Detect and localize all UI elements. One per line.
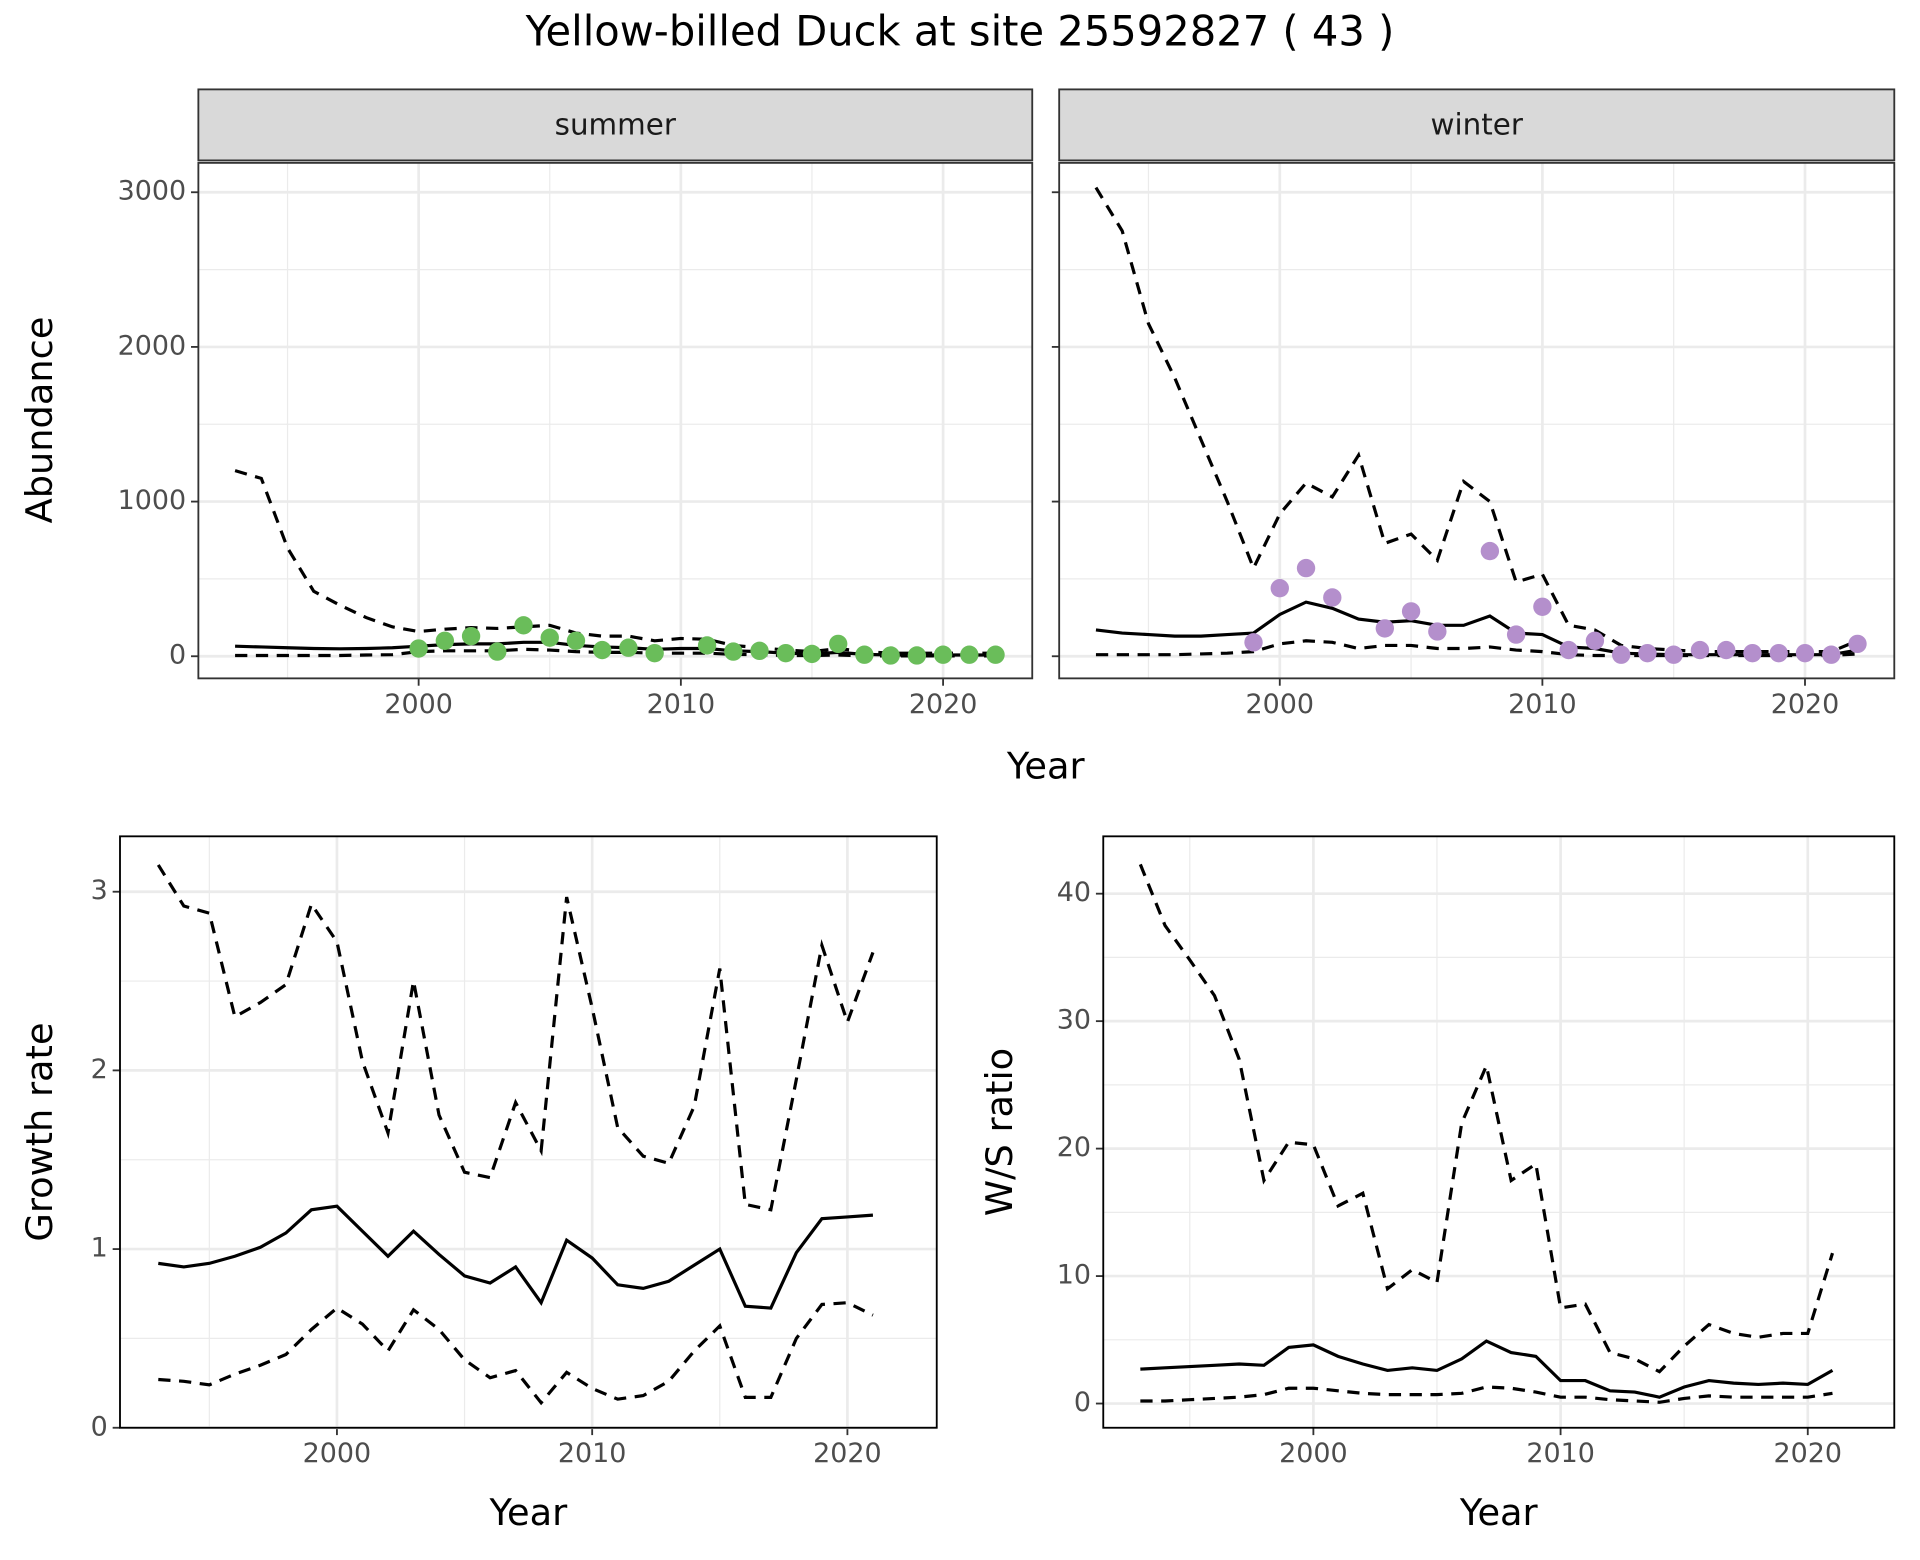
strip <box>197 88 1034 162</box>
y-tick-label: 3000 <box>118 176 187 207</box>
x-tick-label: 2000 <box>1246 689 1315 720</box>
strip-label: summer <box>555 108 677 142</box>
x-tick-label: 2000 <box>1279 1438 1348 1469</box>
observation-point <box>1244 633 1263 652</box>
observation-point <box>881 646 900 665</box>
series-line <box>1140 1339 1834 1399</box>
x-tick-label: 2020 <box>1774 1438 1843 1469</box>
observation-point <box>593 640 612 660</box>
observation-point <box>1769 643 1788 663</box>
observation-point <box>960 645 979 664</box>
x-tick-label: 2010 <box>647 689 716 720</box>
observation-point <box>1717 640 1736 660</box>
observation-point <box>1533 597 1552 616</box>
strip-label: winter <box>1430 108 1523 142</box>
figure-title: Yellow-billed Duck at site 25592827 ( 43… <box>525 6 1395 55</box>
observation-point <box>1428 622 1447 641</box>
observation-point <box>1690 640 1710 660</box>
observation-point <box>1296 558 1316 578</box>
strip <box>1058 88 1896 162</box>
series-line <box>1095 639 1858 658</box>
x-tick-label: 2010 <box>1508 689 1577 720</box>
y-tick-label: 2 <box>91 1054 108 1085</box>
observation-point <box>802 644 822 664</box>
panel-border <box>1058 161 1896 680</box>
series-line <box>1140 1385 1833 1404</box>
observation-point <box>1664 645 1683 664</box>
x-axis-title: Year <box>1459 1491 1539 1534</box>
x-tick-label: 2010 <box>1526 1438 1595 1469</box>
observation-point <box>1375 619 1395 638</box>
observation-point <box>829 634 848 654</box>
observation-point <box>986 645 1005 664</box>
x-tick-label: 2000 <box>384 689 453 720</box>
series-line <box>156 864 875 1212</box>
y-tick-label: 0 <box>1074 1387 1091 1418</box>
observation-point <box>1270 579 1289 598</box>
y-tick-label: 0 <box>91 1411 108 1442</box>
observation-point <box>1401 602 1421 621</box>
observation-point <box>566 631 586 650</box>
x-tick-label: 2020 <box>1771 689 1840 720</box>
observation-point <box>1611 645 1631 664</box>
observation-point <box>1323 588 1342 607</box>
panel-background <box>1103 836 1895 1428</box>
observation-point <box>514 616 533 635</box>
x-tick-label: 2020 <box>813 1438 882 1469</box>
observation-point <box>461 626 481 646</box>
observation-point <box>1638 643 1657 663</box>
series-line <box>1138 863 1835 1374</box>
observation-point <box>855 645 874 664</box>
observation-point <box>409 639 428 658</box>
y-tick-label: 20 <box>1057 1132 1091 1163</box>
observation-point <box>750 641 769 661</box>
panel-border <box>1102 835 1896 1429</box>
y-axis-title: Growth rate <box>18 1022 61 1241</box>
y-tick-label: 40 <box>1057 877 1091 908</box>
panel-border <box>197 161 1034 680</box>
observation-point <box>724 642 743 661</box>
x-tick-label: 2020 <box>909 689 978 720</box>
panel-border <box>119 835 938 1429</box>
observation-point <box>1822 645 1841 664</box>
y-axis-title: Abundance <box>18 317 61 524</box>
series-line <box>158 1301 874 1406</box>
observation-point <box>1480 541 1500 561</box>
observation-point <box>1795 643 1815 663</box>
observation-point <box>645 643 664 663</box>
y-tick-label: 3 <box>91 875 108 906</box>
panel-background <box>120 836 937 1428</box>
panel-background <box>1059 162 1895 679</box>
y-axis-title: W/S ratio <box>978 1048 1021 1216</box>
observation-point <box>776 643 795 663</box>
x-tick-label: 2000 <box>303 1438 372 1469</box>
observation-point <box>1585 631 1605 650</box>
observation-point <box>1559 640 1578 660</box>
observation-point <box>540 628 559 647</box>
y-tick-label: 1 <box>91 1233 108 1264</box>
y-tick-label: 2000 <box>118 330 187 361</box>
observation-point <box>619 638 638 657</box>
observation-point <box>435 631 455 650</box>
observation-point <box>933 645 953 664</box>
y-tick-label: 30 <box>1057 1005 1091 1036</box>
observation-point <box>1743 643 1762 663</box>
observation-point <box>697 636 717 655</box>
x-tick-label: 2010 <box>558 1438 627 1469</box>
y-tick-label: 0 <box>169 640 186 671</box>
y-tick-label: 1000 <box>118 485 187 516</box>
observation-point <box>1848 634 1867 654</box>
series-line <box>158 1204 874 1310</box>
panel-background <box>198 162 1033 679</box>
observation-point <box>488 642 507 661</box>
observation-point <box>907 646 927 665</box>
observation-point <box>1506 625 1526 644</box>
x-axis-title: Year <box>488 1491 568 1534</box>
x-axis-title: Year <box>1006 744 1086 787</box>
y-tick-label: 10 <box>1057 1260 1091 1291</box>
